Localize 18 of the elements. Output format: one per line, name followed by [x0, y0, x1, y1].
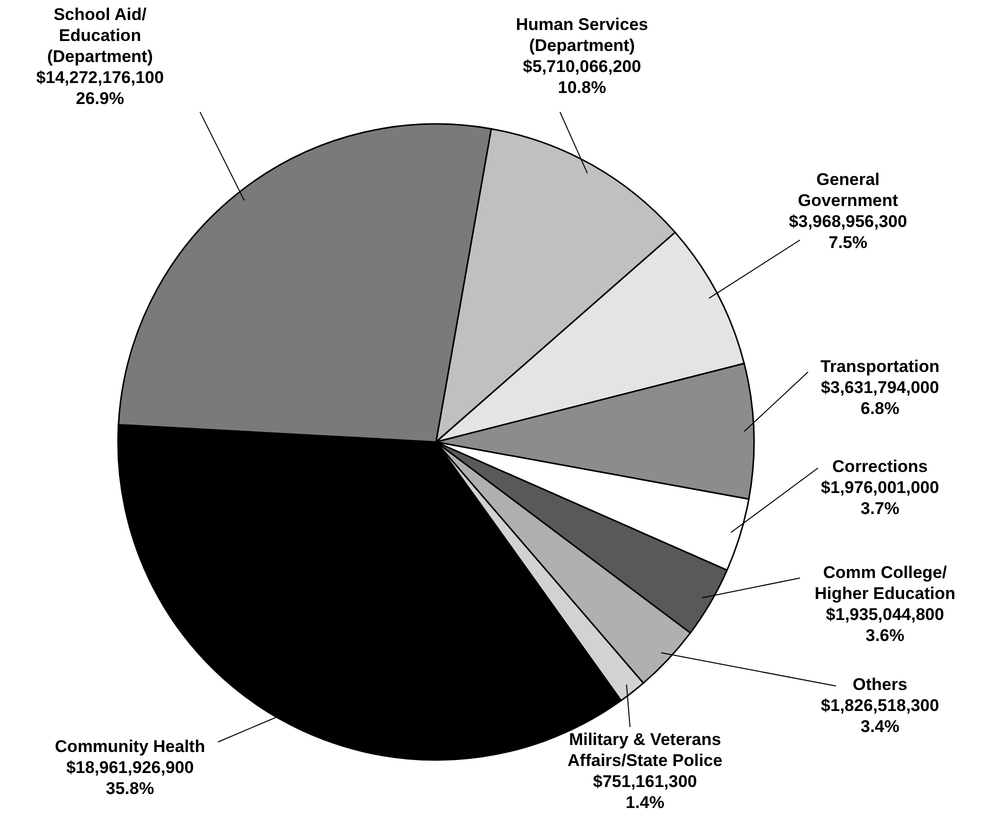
slice-label: Transportation — [820, 357, 940, 376]
slice-label: Military & Veterans Affairs/State Police — [568, 730, 722, 770]
slice-label: Human Services (Department) — [516, 15, 648, 55]
data-label: $3,968,956,300 7.5% — [788, 212, 908, 252]
slice-label: Comm College/ Higher Education — [814, 563, 956, 603]
slice-label: General Government — [798, 170, 898, 210]
data-label: $5,710,066,200 10.8% — [522, 57, 642, 97]
data-label: $751,161,300 1.4% — [593, 772, 697, 812]
data-label: $18,961,926,900 35.8% — [66, 758, 194, 798]
slice-label: Others — [852, 675, 908, 694]
data-label: $14,272,176,100 26.9% — [36, 68, 164, 108]
data-label: $1,826,518,300 3.4% — [820, 696, 940, 736]
data-label: $3,631,794,000 6.8% — [820, 378, 940, 418]
slice-label: Community Health — [54, 737, 206, 756]
slice-label: Corrections — [832, 457, 928, 476]
data-label: $1,976,001,000 3.7% — [820, 478, 940, 518]
slice-label: School Aid/ Education (Department) — [47, 5, 153, 66]
data-label: $1,935,044,800 3.6% — [826, 605, 944, 645]
